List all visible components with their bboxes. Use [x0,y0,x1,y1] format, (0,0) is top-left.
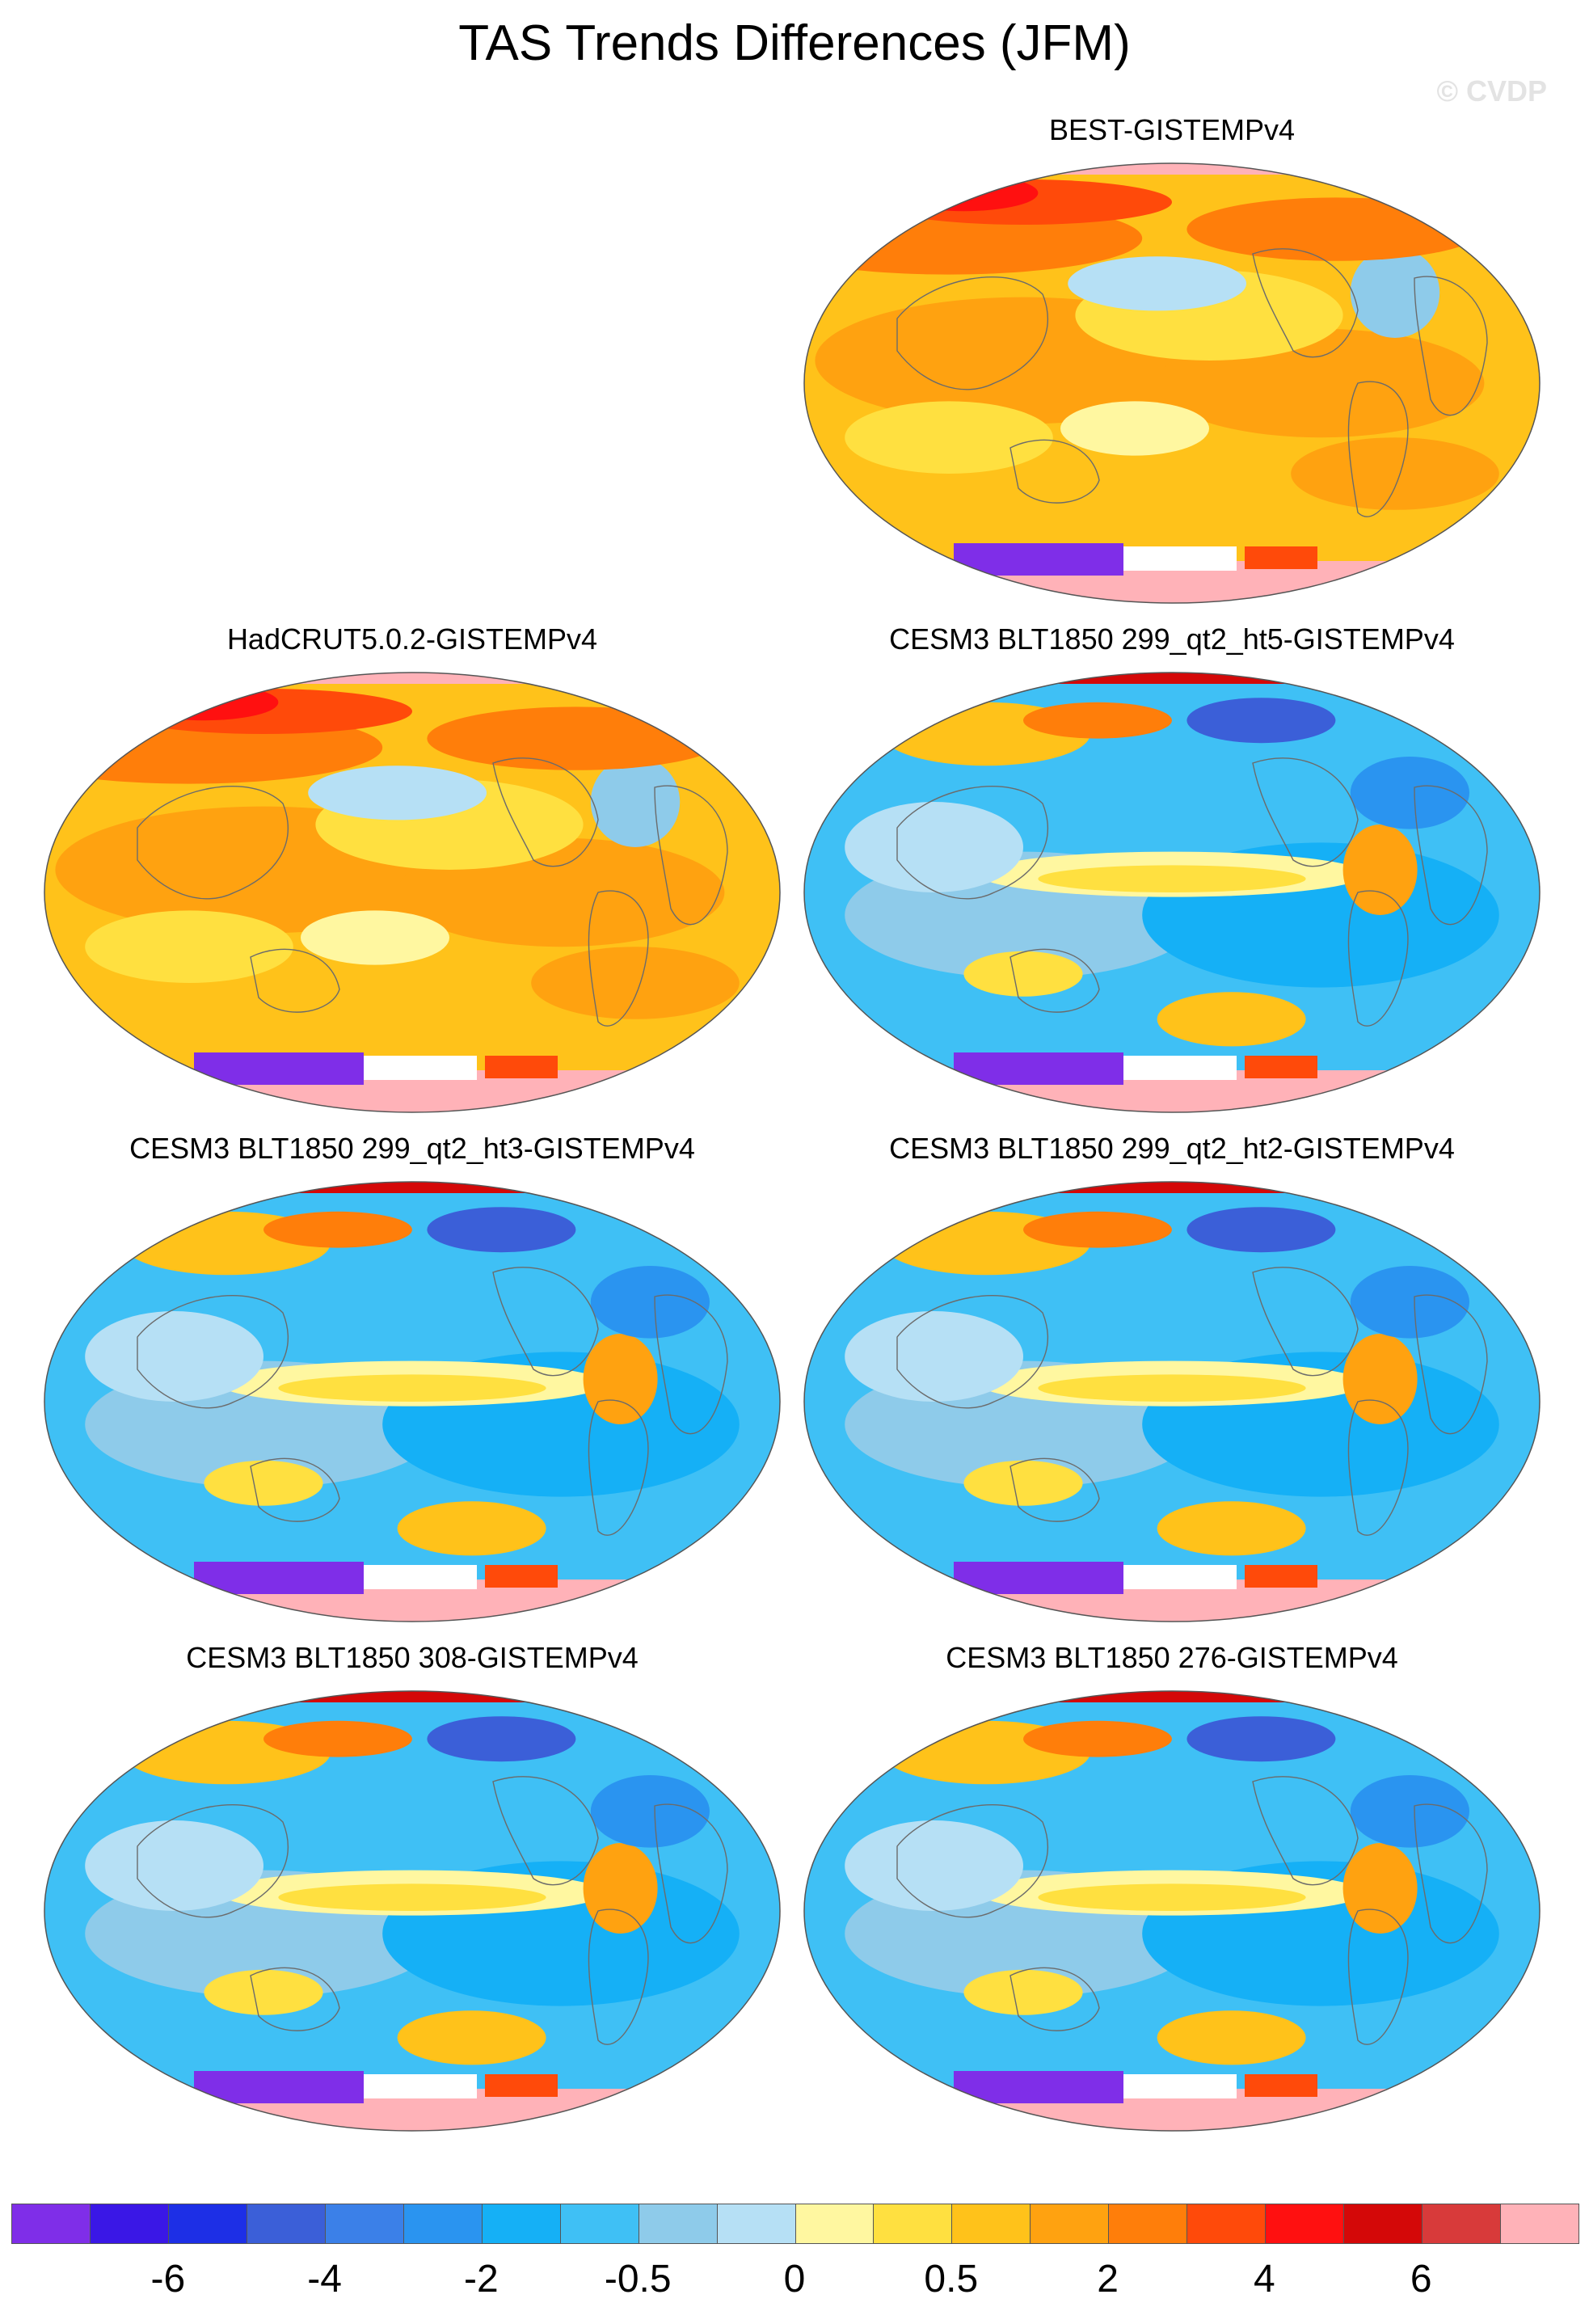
trend-field [804,673,1540,1112]
trend-map [44,1181,781,1622]
panel-title: HadCRUT5.0.2-GISTEMPv4 [226,622,598,656]
trend-field [804,1691,1540,2131]
colorbar-box [1501,2204,1579,2243]
colorbar-box [90,2204,169,2243]
colorbar-box [795,2204,875,2243]
colorbar-box [874,2204,953,2243]
colorbar-box [1266,2204,1345,2243]
panel-title: CESM3 BLT1850 308-GISTEMPv4 [186,1641,639,1674]
colorbar-tick-label: 4 [1254,2258,1275,2301]
colorbar-box [1423,2204,1502,2243]
trend-map [803,162,1541,604]
colorbar-box [403,2204,483,2243]
map-panel-276: CESM3 BLT1850 276-GISTEMPv4 [800,1641,1544,2142]
trend-field [804,163,1540,603]
colorbar-tick-label: -2 [464,2258,499,2301]
map-panel-ht2: CESM3 BLT1850 299_qt2_ht2-GISTEMPv4 [800,1132,1544,1633]
panel-title: CESM3 BLT1850 276-GISTEMPv4 [946,1641,1398,1674]
trend-field [44,673,780,1112]
figure-title: TAS Trends Differences (JFM) [458,15,1131,71]
trend-field [804,1182,1540,1622]
trend-map [44,672,781,1113]
trend-map [803,1181,1541,1622]
colorbar-box [952,2204,1031,2243]
colorbar-box [168,2204,247,2243]
colorbar-tick-label: 0 [783,2258,806,2301]
colorbar-box [1344,2204,1423,2243]
colorbar-box [1109,2204,1188,2243]
colorbar-box [560,2204,639,2243]
colorbar-tick-label: -6 [150,2258,186,2301]
colorbar-tick-label: -0.5 [604,2258,672,2301]
colorbar-box [12,2204,91,2243]
colorbar-tick-label: 2 [1097,2258,1119,2301]
panel-title: CESM3 BLT1850 299_qt2_ht5-GISTEMPv4 [889,622,1455,656]
colorbar-tick-label: 6 [1410,2258,1432,2301]
trend-map [44,1690,781,2132]
map-panel-hadcrut: HadCRUT5.0.2-GISTEMPv4 [40,622,784,1124]
trend-map [803,672,1541,1113]
map-panel-308: CESM3 BLT1850 308-GISTEMPv4 [40,1641,784,2142]
trend-field [44,1691,780,2131]
colorbar-box [325,2204,404,2243]
cvdp-watermark: © CVDP [1436,74,1547,108]
trend-map [803,1690,1541,2132]
panel-title: BEST-GISTEMPv4 [1048,113,1296,146]
panel-title: CESM3 BLT1850 299_qt2_ht2-GISTEMPv4 [889,1132,1455,1165]
colorbar-box [717,2204,796,2243]
panel-title: CESM3 BLT1850 299_qt2_ht3-GISTEMPv4 [129,1132,695,1165]
map-panel-ht3: CESM3 BLT1850 299_qt2_ht3-GISTEMPv4 [40,1132,784,1633]
trend-field [44,1182,780,1622]
colorbar-tick-label: 0.5 [924,2258,979,2301]
map-panel-ht5: CESM3 BLT1850 299_qt2_ht5-GISTEMPv4 [800,622,1544,1124]
colorbar [11,2204,1579,2244]
colorbar-box [1187,2204,1267,2243]
colorbar-tick-label: -4 [307,2258,342,2301]
colorbar-box [1031,2204,1110,2243]
map-panel-best: BEST-GISTEMPv4 [800,113,1544,614]
colorbar-box [247,2204,326,2243]
colorbar-box [482,2204,561,2243]
colorbar-box [639,2204,718,2243]
